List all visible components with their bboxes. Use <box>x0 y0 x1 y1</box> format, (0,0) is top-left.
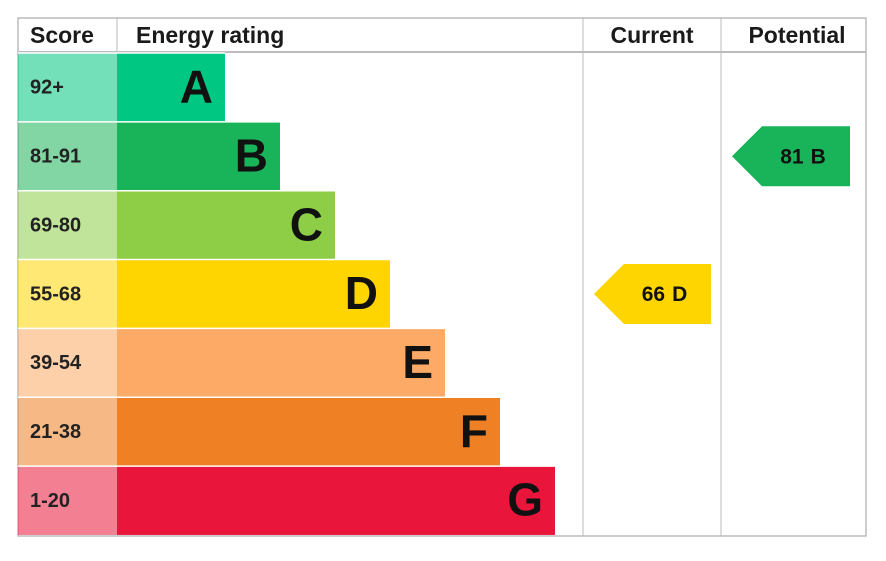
score-range: 69-80 <box>30 214 81 236</box>
potential-arrow: 81 B <box>732 126 850 187</box>
rating-bar <box>117 466 555 535</box>
rating-bar <box>117 259 390 329</box>
score-cell <box>18 190 117 260</box>
rating-letter: B <box>235 129 268 181</box>
rating-bar <box>117 397 500 467</box>
score-range: 55-68 <box>30 283 81 305</box>
score-range: 81-91 <box>30 146 81 168</box>
rating-letter: G <box>507 474 543 526</box>
score-range: 21-38 <box>30 421 81 443</box>
current-arrow: 66 D <box>594 263 711 324</box>
rating-letter: A <box>180 61 213 113</box>
score-range: 39-54 <box>30 352 82 374</box>
score-cell <box>18 328 117 398</box>
header: Current <box>610 22 693 48</box>
arrow-label: 81 B <box>780 145 826 168</box>
score-cell <box>18 466 117 535</box>
arrow-label: 66 D <box>642 283 688 306</box>
rating-bar <box>117 121 280 191</box>
header: Potential <box>748 22 845 48</box>
arrow-rating: D <box>672 283 687 306</box>
arrow-shape <box>732 126 850 187</box>
rating-letter: C <box>290 198 323 250</box>
score-cell <box>18 397 117 467</box>
rating-bar <box>117 53 225 122</box>
header: Score <box>30 22 94 48</box>
header: Energy rating <box>136 22 284 48</box>
score-range: 92+ <box>30 77 64 99</box>
score-range: 1-20 <box>30 490 70 512</box>
arrow-shape <box>594 263 711 324</box>
rating-letter: F <box>460 405 488 457</box>
rating-letter: E <box>402 336 433 388</box>
score-cell <box>18 121 117 191</box>
score-cell <box>18 259 117 329</box>
score-cell <box>18 53 117 122</box>
arrow-rating: B <box>811 145 826 168</box>
rating-bar <box>117 328 445 398</box>
arrow-score: 66 <box>642 283 665 306</box>
rating-letter: D <box>345 267 378 319</box>
rating-bar <box>117 190 335 260</box>
arrow-score: 81 <box>780 145 804 168</box>
